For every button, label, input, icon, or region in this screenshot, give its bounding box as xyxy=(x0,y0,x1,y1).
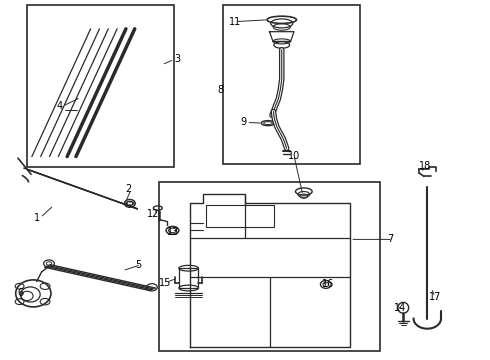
Bar xyxy=(223,5,360,164)
Text: 10: 10 xyxy=(288,150,300,161)
Text: 4: 4 xyxy=(56,101,63,111)
Text: 16: 16 xyxy=(322,279,335,289)
Text: 9: 9 xyxy=(240,117,246,127)
Text: 15: 15 xyxy=(159,278,171,288)
Text: 7: 7 xyxy=(387,234,393,244)
Text: 5: 5 xyxy=(135,260,141,270)
Bar xyxy=(179,268,198,288)
Text: 2: 2 xyxy=(125,184,131,194)
Text: 13: 13 xyxy=(167,227,179,237)
Text: 3: 3 xyxy=(174,54,180,64)
Text: 8: 8 xyxy=(217,85,223,95)
Bar xyxy=(206,205,274,227)
Text: 18: 18 xyxy=(419,161,431,171)
Text: 14: 14 xyxy=(394,303,407,313)
Text: 1: 1 xyxy=(34,213,40,223)
Text: 12: 12 xyxy=(147,209,159,219)
Text: 6: 6 xyxy=(17,288,24,298)
Bar xyxy=(27,5,174,167)
Text: 11: 11 xyxy=(229,17,241,27)
Text: 17: 17 xyxy=(429,292,441,302)
Bar xyxy=(159,182,380,351)
